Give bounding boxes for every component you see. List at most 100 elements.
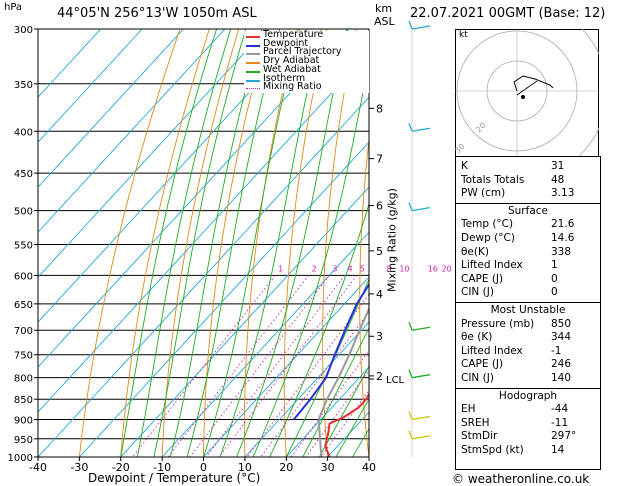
wet-adiabat-line <box>136 29 232 457</box>
dry-adiabat-line <box>244 29 298 457</box>
index-value: 850 <box>551 317 572 330</box>
km-tick-label: 4 <box>376 288 383 301</box>
index-name: CIN (J) <box>461 286 494 299</box>
x-tick-label: -20 <box>112 461 130 474</box>
index-name: Lifted Index <box>461 344 523 357</box>
mixing-ratio-label: 8 <box>386 264 391 273</box>
wind-barb-flag <box>408 411 413 420</box>
y-tick-label: 400 <box>14 127 33 138</box>
pressure-unit-label: hPa <box>4 2 23 13</box>
index-value: 246 <box>551 358 572 371</box>
x-tick-label: 10 <box>238 461 252 474</box>
wind-barb <box>411 326 431 331</box>
index-name: StmSpd (kt) <box>461 444 524 456</box>
wet-adiabat-line <box>120 29 218 457</box>
y-tick-label: 650 <box>14 300 33 311</box>
wind-barb-flag <box>408 430 413 439</box>
y-tick-label: 300 <box>14 25 33 36</box>
y-tick-label: 800 <box>14 374 33 385</box>
mixing-ratio-label: 2 <box>312 264 317 273</box>
index-row: θe (K) 344 <box>456 331 600 345</box>
x-tick-label: -30 <box>70 461 88 474</box>
index-row: θe(K) 338 <box>456 246 600 260</box>
index-value: -11 <box>551 416 569 429</box>
index-name: Temp (°C) <box>461 218 514 231</box>
wind-barb-flag <box>408 202 413 211</box>
mixing-ratio-label: 4 <box>348 264 353 273</box>
height-unit-label: km <box>375 2 393 15</box>
isotherm-line <box>120 186 369 457</box>
index-row: CAPE (J) 0 <box>456 273 600 287</box>
datetime-title: 22.07.2021 00GMT (Base: 12) <box>410 6 606 21</box>
wet-adiabat-line <box>269 202 369 457</box>
index-name: θe(K) <box>461 245 489 258</box>
mixing-ratio-line <box>189 275 330 457</box>
isotherm-line <box>79 141 369 457</box>
legend-label: Temperature <box>263 29 324 40</box>
table-separator <box>456 302 600 303</box>
legend-swatch <box>246 88 260 90</box>
isotherm-line <box>38 29 308 323</box>
background-lines <box>38 29 369 457</box>
hodograph-storm-motion <box>521 95 525 99</box>
y-tick-label: 600 <box>14 271 33 282</box>
isotherm-line <box>38 29 184 188</box>
legend-label: Mixing Ratio <box>263 81 322 93</box>
legend-label: Isotherm <box>263 72 306 84</box>
index-value: 14 <box>551 444 565 456</box>
isotherm-line <box>38 29 350 368</box>
x-tick-label: 20 <box>279 461 293 474</box>
hodograph-unit: kt <box>459 30 468 40</box>
index-value: 338 <box>551 245 572 258</box>
mixing-ratio-line <box>218 275 358 457</box>
index-row: SREH -11 <box>456 417 600 431</box>
x-tick-label: 0 <box>200 461 207 474</box>
isotherm-line <box>161 231 369 457</box>
y-axis-title-mixing-ratio: Mixing Ratio (g/kg) <box>385 188 399 292</box>
index-row: Temp (°C) 21.6 <box>456 218 600 232</box>
km-tick-label: 7 <box>376 153 383 166</box>
legend-label: Dry Adiabat <box>263 55 320 67</box>
y-tick-label: 550 <box>14 240 33 251</box>
hodograph-shear-line <box>516 80 538 96</box>
index-name: Dewp (°C) <box>461 232 515 244</box>
wet-adiabat-line <box>285 277 369 457</box>
index-row: CAPE (J) 246 <box>456 358 600 372</box>
mixing-ratio-label: 5 <box>360 264 365 273</box>
series-dewpoint-line <box>293 282 369 421</box>
dry-adiabat-line <box>161 29 240 457</box>
wet-adiabat-line <box>186 29 281 457</box>
index-value: 14.6 <box>551 232 575 244</box>
index-value: 3.13 <box>551 187 575 200</box>
wet-adiabat-line <box>252 60 369 457</box>
mixing-ratio-line <box>205 275 346 457</box>
index-row: Lifted Index -1 <box>456 345 600 359</box>
series-parcel-trajectory-line <box>317 306 369 457</box>
wind-barb <box>411 374 431 379</box>
legend-label: Dewpoint <box>263 37 309 49</box>
copyright-text: © weatheronline.co.uk <box>452 472 590 486</box>
index-row: Dewp (°C) 14.6 <box>456 232 600 246</box>
km-tick-label: 5 <box>376 245 383 258</box>
isotherm-line <box>38 29 226 233</box>
isotherm-line <box>38 51 369 413</box>
index-value: 344 <box>551 331 572 344</box>
wet-adiabat-line <box>236 29 348 457</box>
y-tick-label: 700 <box>14 326 33 337</box>
index-value: 1 <box>551 259 558 272</box>
indices-table: K 31 Totals Totals 48 PW (cm) 3.13 Surface Temp… <box>455 156 601 470</box>
mixing-ratio-label: 1 <box>278 264 283 273</box>
dry-adiabat-line <box>78 29 181 457</box>
y-tick-label: 850 <box>14 395 33 406</box>
isotherm-line <box>285 366 369 457</box>
dry-adiabat-line <box>322 29 357 457</box>
x-tick-label: 30 <box>321 461 335 474</box>
table-separator <box>456 387 600 389</box>
mixing-ratio-label: 10 <box>399 264 409 273</box>
wind-barb-flag <box>408 369 413 378</box>
index-name: CAPE (J) <box>461 358 504 371</box>
wet-adiabat-line <box>169 29 263 457</box>
legend-swatch <box>246 53 260 56</box>
index-name: Lifted Index <box>461 259 523 272</box>
